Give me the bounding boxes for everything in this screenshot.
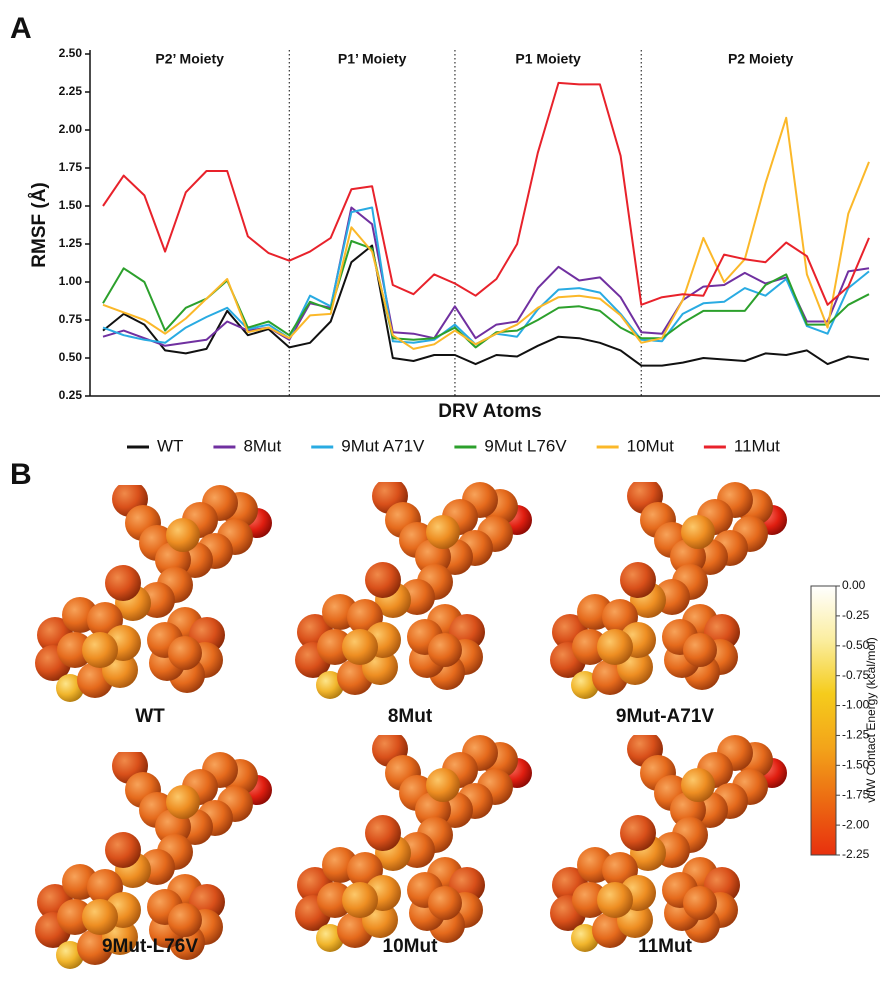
structure-label: 9Mut-L76V <box>102 936 198 957</box>
colorbar-tick-label: -1.25 <box>842 728 870 742</box>
structure-label: 10Mut <box>383 936 439 957</box>
section-label: P2’ Moiety <box>155 51 224 67</box>
structure-image <box>550 731 787 952</box>
colorbar-tick-label: -2.00 <box>842 817 870 831</box>
colorbar <box>811 586 836 855</box>
y-tick-label: 0.75 <box>59 312 83 326</box>
colorbar-tick-label: -1.50 <box>842 758 870 772</box>
series-line <box>103 83 869 305</box>
structure-image <box>295 731 532 952</box>
colorbar-tick-label: -0.50 <box>842 638 870 652</box>
legend-label: WT <box>157 436 183 455</box>
series-line <box>103 118 869 349</box>
y-axis-label: RMSF (Å) <box>29 182 50 267</box>
section-label: P1 Moiety <box>515 51 581 67</box>
y-tick-label: 1.00 <box>59 274 83 288</box>
y-tick-label: 1.50 <box>59 198 83 212</box>
y-tick-label: 2.25 <box>59 84 83 98</box>
structure-image <box>35 481 272 702</box>
y-tick-label: 2.00 <box>59 122 83 136</box>
colorbar-tick-label: -0.25 <box>842 608 870 622</box>
section-label: P1’ Moiety <box>338 51 407 67</box>
panel-label: B <box>10 458 32 491</box>
colorbar-label: vdW Contact Energy (kcal/mol) <box>864 637 878 802</box>
legend-label: 10Mut <box>627 436 675 455</box>
structure-label: WT <box>135 706 165 727</box>
colorbar-tick-label: -1.75 <box>842 787 870 801</box>
structure-image <box>295 478 532 699</box>
structure-label: 9Mut-A71V <box>616 706 715 727</box>
legend-label: 8Mut <box>243 436 281 455</box>
page: {"panels": {"a": "A", "b": "B"}, "chart_… <box>0 0 884 992</box>
figure: A B DRV Atoms RMSF (Å) vdW Contact Energ… <box>0 0 884 992</box>
panel-label: A <box>10 12 32 45</box>
structure-label: 8Mut <box>388 706 433 727</box>
y-tick-label: 1.25 <box>59 236 83 250</box>
series-line <box>103 246 869 366</box>
legend-label: 9Mut A71V <box>341 436 425 455</box>
structure-label: 11Mut <box>638 936 693 957</box>
legend-label: 9Mut L76V <box>484 436 567 455</box>
structure-image <box>550 478 787 699</box>
legend-label: 11Mut <box>734 436 780 455</box>
y-tick-label: 0.25 <box>59 388 83 402</box>
x-axis-label: DRV Atoms <box>438 401 541 422</box>
section-label: P2 Moiety <box>728 51 794 67</box>
y-tick-label: 2.50 <box>59 46 83 60</box>
colorbar-tick-label: -2.25 <box>842 847 870 861</box>
colorbar-tick-label: -0.75 <box>842 668 870 682</box>
colorbar-tick-label: -1.00 <box>842 698 870 712</box>
colorbar-tick-label: 0.00 <box>842 578 866 592</box>
y-tick-label: 0.50 <box>59 350 83 364</box>
y-tick-label: 1.75 <box>59 160 83 174</box>
